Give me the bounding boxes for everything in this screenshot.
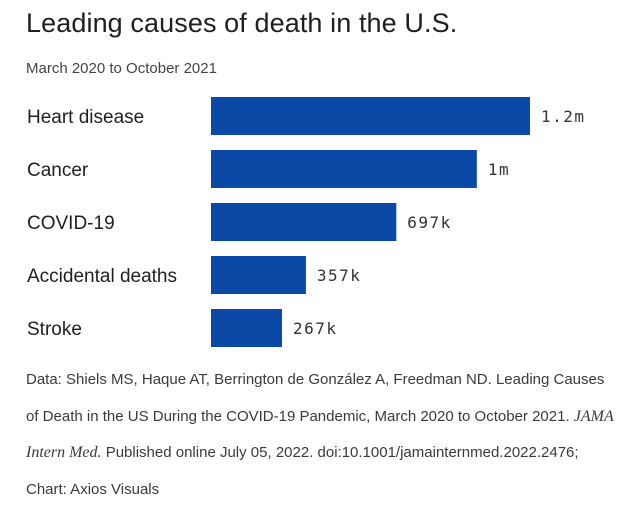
value-label-cancer: 1m [488,160,510,179]
category-label-cancer: Cancer [27,160,89,181]
chart-title: Leading causes of death in the U.S. [26,8,458,38]
source-text: Data: Shiels MS, Haque AT, Berrington de… [26,371,605,425]
bar-accidental-deaths [211,256,306,294]
source-text-2: Published online July 05, 2022. doi:10.1… [26,444,579,498]
category-label-covid-19: COVID-19 [27,213,115,234]
chart-subtitle: March 2020 to October 2021 [26,60,217,77]
value-label-heart-disease: 1.2m [541,107,586,126]
category-label-accidental-deaths: Accidental deaths [27,266,177,287]
bar-heart-disease [211,97,530,135]
value-label-accidental-deaths: 357k [317,266,362,285]
value-label-covid-19: 697k [407,213,452,232]
bar-stroke [211,309,282,347]
source-journal: JAMA Intern Med. [26,407,614,462]
bar-covid-19 [211,203,397,241]
category-label-stroke: Stroke [27,319,82,340]
bar-cancer [211,150,477,188]
category-label-heart-disease: Heart disease [27,107,144,128]
source-note: Data: Shiels MS, Haque AT, Berrington de… [26,362,616,508]
bar-chart: Heart disease 1.2m Cancer 1m COVID-19 697k Acc… [27,97,586,347]
value-label-stroke: 267k [293,319,338,338]
